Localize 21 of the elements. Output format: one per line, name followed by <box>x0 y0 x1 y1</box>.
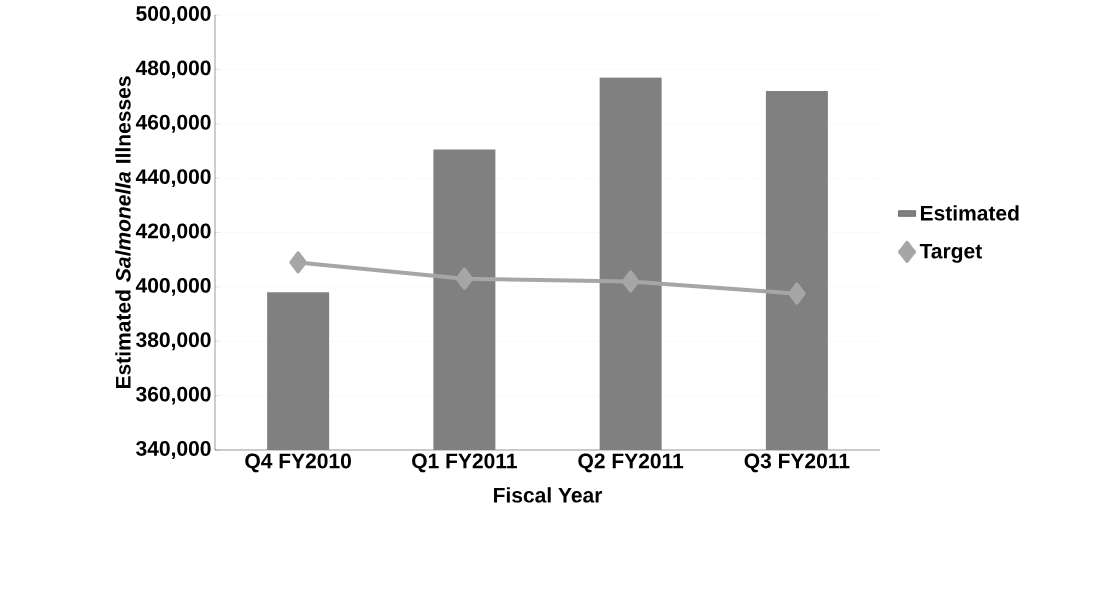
y-tick-label: 460,000 <box>135 114 211 133</box>
y-axis-title: Estimated Salmonella Illnesses <box>115 76 131 389</box>
y-tick-label: 400,000 <box>135 277 211 296</box>
point <box>788 282 806 305</box>
y-tick-label: 340,000 <box>136 441 211 459</box>
legend-label: Estimated <box>920 205 1019 221</box>
y-tick-label: 380,000 <box>136 332 211 351</box>
x-tick-label: Q4 FY2010 <box>245 453 351 473</box>
legend-label: Target <box>919 243 982 263</box>
point <box>621 270 640 293</box>
y-tick-label: 500,000 <box>136 6 211 24</box>
point <box>455 267 474 290</box>
y-tick-label: 360,000 <box>136 386 211 405</box>
x-tick-label: Q2 FY2011 <box>578 453 684 473</box>
y-tick-label: 440,000 <box>135 169 211 188</box>
y-tick-label: 480,000 <box>135 60 211 79</box>
x-tick-label: Q1 FY2011 <box>412 453 517 473</box>
x-tick-label: Q3 FY2011 <box>744 453 850 473</box>
y-tick-label: 420,000 <box>135 223 211 242</box>
point <box>289 251 307 274</box>
x-axis-title: Fiscal Year <box>494 487 603 503</box>
